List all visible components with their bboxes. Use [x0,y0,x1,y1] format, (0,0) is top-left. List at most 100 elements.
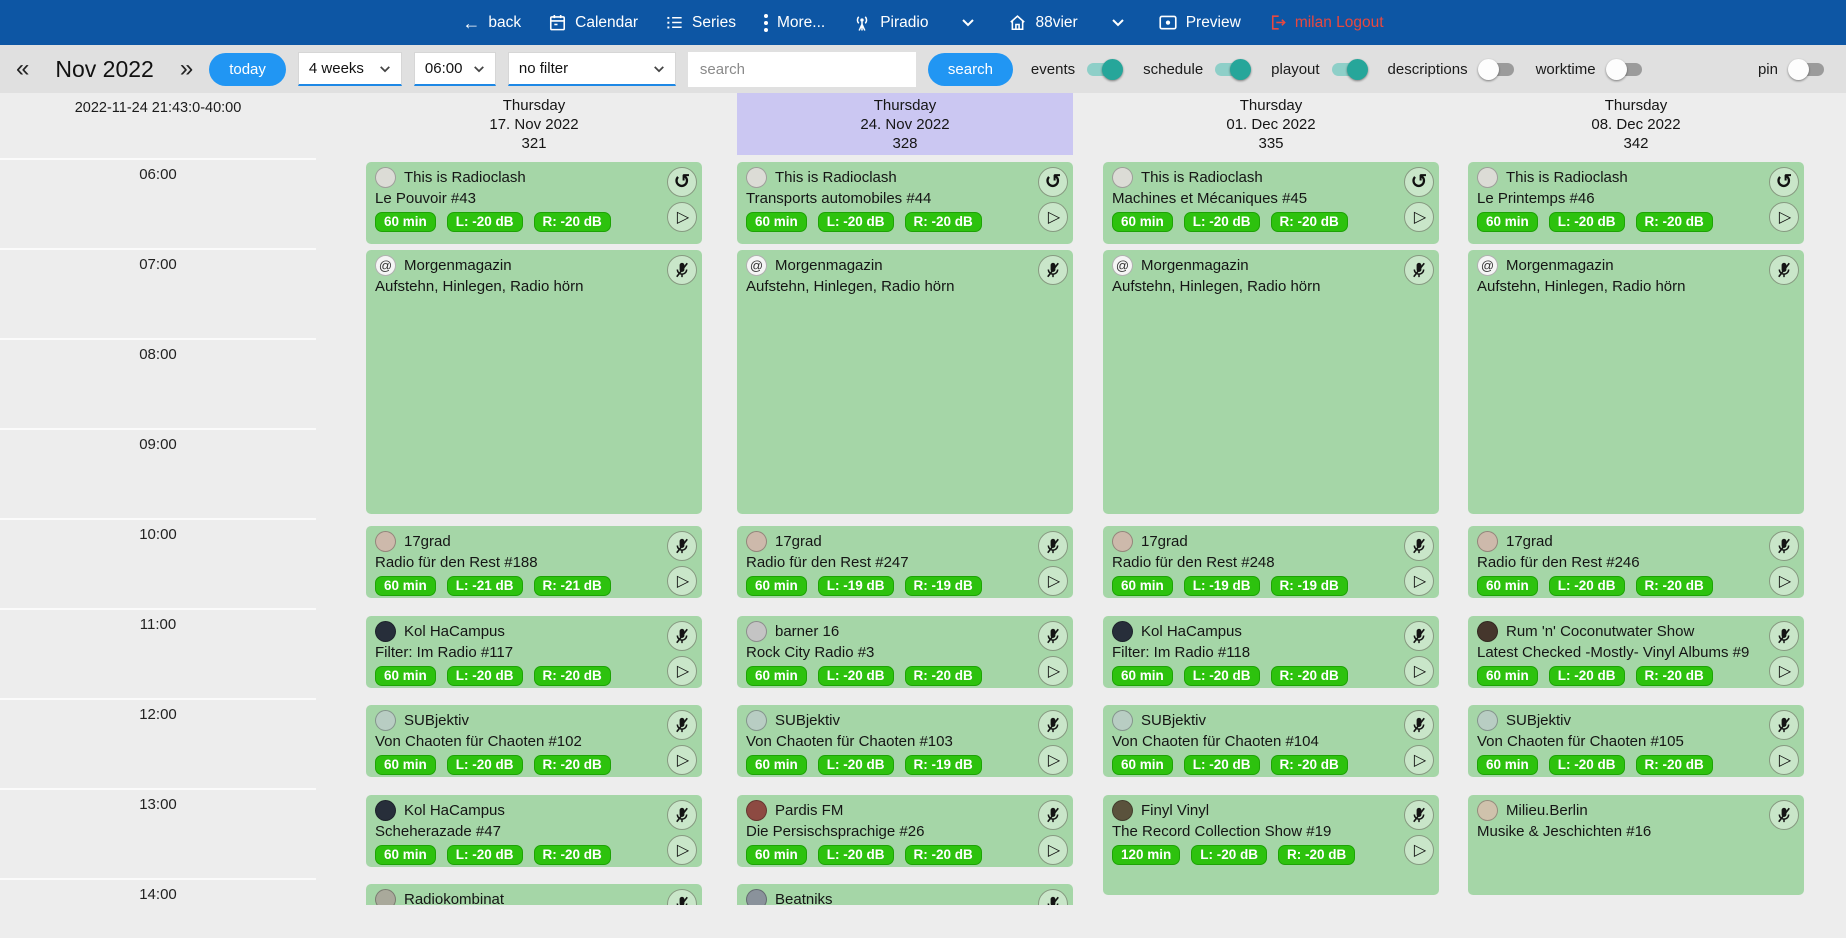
mic-off-icon[interactable] [1038,710,1068,740]
play-button[interactable]: ▷ [1404,566,1434,596]
event-card[interactable]: 17grad Radio für den Rest #246 60 min L: -2… [1468,526,1804,598]
play-button[interactable]: ▷ [1038,566,1068,596]
nav-channel[interactable]: 88vier [1008,13,1078,32]
mic-off-icon[interactable] [667,531,697,561]
mic-off-icon[interactable] [667,800,697,830]
play-button[interactable]: ▷ [1404,202,1434,232]
play-button[interactable]: ▷ [1769,745,1799,775]
mic-off-icon[interactable] [667,710,697,740]
event-card[interactable]: Kol HaCampus Filter: Im Radio #117 60 min L… [366,616,702,688]
nav-more[interactable]: More... [763,13,825,33]
schedule-toggle-switch[interactable] [1213,58,1252,80]
nav-calendar[interactable]: Calendar [548,13,638,32]
mic-off-icon[interactable] [1038,889,1068,905]
day-header[interactable]: Thursday 01. Dec 2022 335 [1103,93,1439,155]
play-button[interactable]: ▷ [667,835,697,865]
play-button[interactable]: ▷ [1769,202,1799,232]
channel-dropdown-chevron-icon[interactable] [1111,18,1125,27]
mic-off-icon[interactable] [1038,531,1068,561]
nav-series[interactable]: Series [665,13,736,32]
event-card[interactable]: SUBjektiv Von Chaoten für Chaoten #105 60 … [1468,705,1804,777]
mic-off-icon[interactable] [1038,621,1068,651]
nav-station[interactable]: Piradio [852,13,928,33]
mic-off-icon[interactable] [1404,710,1434,740]
show-name: Radiokombinat [404,891,505,905]
play-button[interactable]: ▷ [667,656,697,686]
event-card[interactable]: This is Radioclash Le Printemps #46 60 min… [1468,162,1804,244]
mic-off-icon[interactable] [1769,710,1799,740]
search-input[interactable] [687,51,916,87]
mic-off-icon[interactable] [1769,621,1799,651]
event-card[interactable]: This is Radioclash Machines et Mécaniques… [1103,162,1439,244]
event-card[interactable]: 17grad Radio für den Rest #247 60 min L: -1… [737,526,1073,598]
event-card[interactable]: barner 16 Rock City Radio #3 60 min L: -20 … [737,616,1073,688]
today-button[interactable]: today [209,52,286,86]
event-card[interactable]: 17grad Radio für den Rest #248 60 min L: -1… [1103,526,1439,598]
pin-toggle-switch[interactable] [1788,58,1826,80]
event-card[interactable]: Beatniks [737,884,1073,905]
reload-button[interactable]: ↺ [1769,167,1799,197]
play-button[interactable]: ▷ [667,566,697,596]
event-card[interactable]: This is Radioclash Transports automobiles… [737,162,1073,244]
play-button[interactable]: ▷ [1404,656,1434,686]
mic-off-icon[interactable] [1404,255,1434,285]
next-month-button[interactable]: » [179,55,194,82]
play-button[interactable]: ▷ [667,202,697,232]
event-card[interactable]: @ Morgenmagazin Aufstehn, Hinlegen, Radio … [1103,250,1439,514]
play-button[interactable]: ▷ [1038,656,1068,686]
event-card[interactable]: Rum 'n' Coconutwater Show Latest Checked … [1468,616,1804,688]
reload-button[interactable]: ↺ [1038,167,1068,197]
mic-off-icon[interactable] [1404,531,1434,561]
mic-off-icon[interactable] [667,255,697,285]
calendar-scroll-area[interactable]: 2022-11-24 21:43:0-40:00 06:00 07:00 08:00… [0,93,1846,905]
event-card[interactable]: SUBjektiv Von Chaoten für Chaoten #102 60 … [366,705,702,777]
event-card[interactable]: @ Morgenmagazin Aufstehn, Hinlegen, Radio … [1468,250,1804,514]
event-card[interactable]: @ Morgenmagazin Aufstehn, Hinlegen, Radio … [366,250,702,514]
descriptions-toggle-switch[interactable] [1477,58,1516,80]
event-card[interactable]: Kol HaCampus Filter: Im Radio #118 60 min L… [1103,616,1439,688]
event-card[interactable]: SUBjektiv Von Chaoten für Chaoten #104 60 … [1103,705,1439,777]
event-card[interactable]: Finyl Vinyl The Record Collection Show #1… [1103,795,1439,895]
play-button[interactable]: ▷ [1038,835,1068,865]
event-card[interactable]: Pardis FM Die Persischsprachige #26 60 min… [737,795,1073,867]
play-button[interactable]: ▷ [1404,745,1434,775]
worktime-toggle-switch[interactable] [1605,58,1644,80]
mic-off-icon[interactable] [1038,255,1068,285]
start-time-select[interactable]: 06:00 [413,52,496,86]
play-button[interactable]: ▷ [1769,656,1799,686]
nav-logout[interactable]: milan Logout [1268,13,1384,32]
event-card[interactable]: @ Morgenmagazin Aufstehn, Hinlegen, Radio … [737,250,1073,514]
reload-button[interactable]: ↺ [667,167,697,197]
event-card[interactable]: 17grad Radio für den Rest #188 60 min L: -2… [366,526,702,598]
mic-off-icon[interactable] [1404,621,1434,651]
play-button[interactable]: ▷ [667,745,697,775]
filter-select[interactable]: no filter [507,52,676,86]
mic-off-icon[interactable] [1769,531,1799,561]
events-toggle-switch[interactable] [1085,58,1124,80]
event-card[interactable]: Kol HaCampus Scheherazade #47 60 min L: -20… [366,795,702,867]
prev-month-button[interactable]: « [16,55,30,82]
range-select[interactable]: 4 weeks [297,52,402,86]
mic-off-icon[interactable] [667,621,697,651]
playout-toggle-switch[interactable] [1330,58,1368,80]
play-button[interactable]: ▷ [1038,745,1068,775]
search-button[interactable]: search [927,52,1013,86]
play-button[interactable]: ▷ [1404,835,1434,865]
day-header-current[interactable]: Thursday 24. Nov 2022 328 [737,93,1073,155]
nav-back[interactable]: ← back [462,14,521,32]
event-card[interactable]: SUBjektiv Von Chaoten für Chaoten #103 60 … [737,705,1073,777]
mic-off-icon[interactable] [1038,800,1068,830]
station-dropdown-chevron-icon[interactable] [961,18,975,27]
day-header[interactable]: Thursday 08. Dec 2022 342 [1468,93,1804,155]
event-card[interactable]: Radiokombinat [366,884,702,905]
play-button[interactable]: ▷ [1769,566,1799,596]
event-card[interactable]: Milieu.Berlin Musike & Jeschichten #16 [1468,795,1804,895]
event-card[interactable]: This is Radioclash Le Pouvoir #43 60 min L:… [366,162,702,244]
mic-off-icon[interactable] [1769,800,1799,830]
nav-preview[interactable]: Preview [1158,14,1241,32]
reload-button[interactable]: ↺ [1404,167,1434,197]
mic-off-icon[interactable] [1404,800,1434,830]
mic-off-icon[interactable] [1769,255,1799,285]
play-button[interactable]: ▷ [1038,202,1068,232]
day-header[interactable]: Thursday 17. Nov 2022 321 [366,93,702,155]
